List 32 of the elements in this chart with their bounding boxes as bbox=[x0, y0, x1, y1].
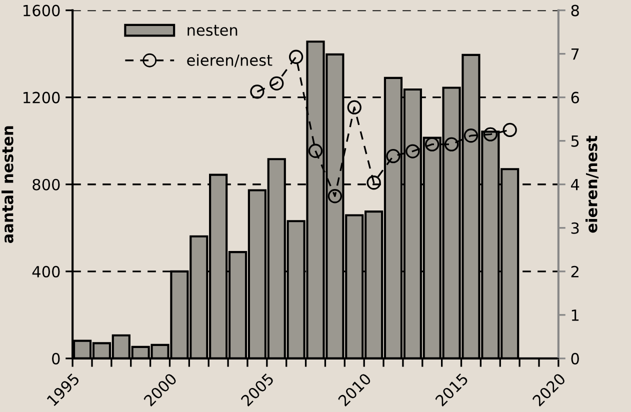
y2-tick-label: 2 bbox=[571, 266, 578, 278]
y2-tick-label: 7 bbox=[571, 48, 579, 60]
legend-label: eieren/nest bbox=[187, 54, 272, 68]
y2-tick-label: 4 bbox=[570, 179, 580, 190]
y-axis-title: aantal nesten bbox=[2, 126, 14, 243]
point bbox=[308, 144, 323, 158]
y2-tick-label: 8 bbox=[571, 4, 579, 16]
point bbox=[444, 137, 459, 152]
y-tick-label: 400 bbox=[32, 266, 60, 278]
y-tick-label: 800 bbox=[32, 178, 60, 190]
point bbox=[366, 176, 381, 190]
point bbox=[347, 100, 362, 114]
point bbox=[425, 137, 440, 152]
point bbox=[250, 84, 264, 99]
point bbox=[270, 76, 284, 90]
point bbox=[406, 144, 420, 158]
point bbox=[483, 127, 498, 142]
legend-label: nesten bbox=[188, 24, 238, 36]
point bbox=[288, 50, 304, 64]
y2-tick-label: 1 bbox=[572, 310, 579, 321]
point bbox=[464, 128, 478, 143]
y2-tick-label: 0 bbox=[571, 352, 579, 364]
y-tick-label: 1600 bbox=[24, 4, 60, 16]
y2-tick-label: 5 bbox=[571, 136, 579, 147]
y-tick-label: 1200 bbox=[24, 92, 60, 104]
y2-axis-title: eieren/nest bbox=[586, 136, 599, 233]
y2-tick-label: 3 bbox=[571, 222, 579, 234]
point bbox=[328, 189, 342, 204]
y2-tick-label: 6 bbox=[571, 92, 579, 104]
point bbox=[386, 149, 400, 164]
point bbox=[502, 122, 517, 138]
y-tick-label: 0 bbox=[52, 352, 60, 364]
